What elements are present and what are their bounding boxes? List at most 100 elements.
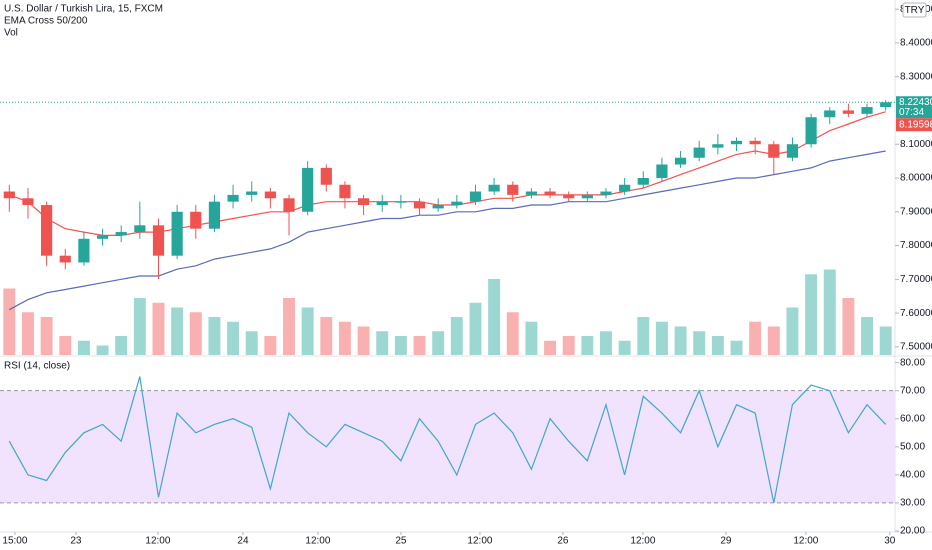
volume-bar — [432, 331, 445, 355]
candle-body — [432, 205, 444, 209]
y-tick-label: 7.80000 — [900, 240, 932, 251]
candle-body — [507, 184, 519, 195]
candle-body — [730, 140, 743, 145]
candle-body — [134, 225, 146, 233]
volume-bar — [730, 340, 743, 355]
candle-body — [786, 144, 799, 158]
volume-bar — [301, 307, 314, 355]
volume-bar — [320, 317, 333, 355]
candle-body — [413, 201, 426, 209]
currency-box — [902, 2, 927, 18]
candle-body — [3, 191, 15, 199]
candle-body — [805, 117, 817, 145]
volume-bar — [3, 288, 16, 355]
x-tick-label: 30 — [884, 536, 896, 547]
x-tick-label: 25 — [395, 536, 407, 547]
y-tick-label: 7.90000 — [900, 206, 932, 217]
candle-body — [41, 205, 53, 256]
volume-bar — [786, 307, 799, 355]
candle-body — [488, 184, 500, 192]
volume-bar — [637, 317, 650, 355]
y-tick-label: 40.00 — [900, 470, 925, 481]
candle-body — [525, 191, 537, 195]
candle-body — [600, 191, 612, 195]
candle-body — [637, 178, 649, 185]
volume-bar — [40, 317, 53, 355]
y-tick-label: 70.00 — [900, 385, 925, 396]
x-tick-label: 29 — [720, 536, 732, 547]
rsi-title: RSI (14, close) — [4, 361, 70, 372]
candle-body — [712, 144, 724, 148]
y-tick-label: 8.10000 — [900, 139, 932, 150]
x-tick-label: 24 — [237, 536, 249, 547]
y-tick-label: 8.00000 — [900, 173, 932, 184]
candle-body — [768, 144, 780, 158]
x-tick-label: 12:00 — [467, 536, 492, 547]
x-tick-label: 12:00 — [305, 536, 330, 547]
y-tick-label: 7.50000 — [900, 342, 932, 353]
volume-bar — [488, 279, 501, 355]
candle-body — [115, 232, 127, 236]
candle-body — [246, 191, 258, 195]
indicator-name: EMA Cross 50/200 — [4, 16, 88, 27]
volume-bar — [562, 336, 575, 355]
chart-title: U.S. Dollar / Turkish Lira, 15, FXCM — [4, 4, 163, 15]
last-price-label: 8.22430 — [899, 97, 932, 108]
volume-bar — [655, 321, 668, 355]
volume-bar — [22, 312, 34, 355]
indicator-name: Vol — [4, 28, 18, 39]
volume-bar — [581, 336, 594, 355]
x-tick-label: 12:00 — [630, 536, 655, 547]
volume-bar — [283, 298, 295, 355]
y-tick-label: 8.40000 — [900, 38, 932, 49]
volume-bar — [208, 317, 221, 355]
candle-body — [171, 211, 183, 256]
volume-bar — [227, 321, 240, 355]
volume-bar — [171, 307, 184, 355]
y-tick-label: 7.70000 — [900, 274, 932, 285]
candle-body — [358, 198, 370, 206]
ema-line — [9, 150, 886, 311]
rsi-band — [0, 390, 895, 503]
x-tick-label: 12:00 — [145, 536, 170, 547]
volume-bar — [376, 331, 389, 355]
candle-body — [78, 238, 90, 263]
candle-body — [880, 102, 892, 108]
volume-bar — [264, 336, 277, 355]
volume-bar — [245, 331, 258, 355]
candle-body — [59, 255, 71, 263]
volume-bar — [861, 317, 873, 355]
y-tick-label: 80.00 — [900, 357, 925, 368]
candle-body — [302, 167, 314, 212]
candle-body — [749, 140, 761, 145]
candle-body — [451, 201, 463, 206]
volume-bar — [59, 336, 72, 355]
volume-bar — [749, 321, 762, 355]
volume-bar — [77, 340, 90, 355]
x-tick-label: 26 — [557, 536, 569, 547]
candle-body — [152, 225, 165, 256]
candle-body — [619, 184, 631, 192]
volume-bar — [338, 321, 351, 355]
volume-bar — [600, 331, 612, 355]
ema-value-box — [896, 118, 932, 132]
candle-body — [283, 198, 295, 212]
volume-bar — [357, 326, 370, 355]
volume-bar — [469, 302, 482, 355]
volume-bar — [618, 340, 631, 355]
currency-label: TRY — [905, 5, 925, 16]
volume-bar — [525, 321, 538, 355]
candle-body — [469, 191, 482, 202]
volume-bar — [879, 326, 892, 355]
volume-bar — [544, 340, 557, 355]
candle-body — [656, 164, 668, 179]
volume-bar — [133, 298, 146, 355]
volume-bar — [711, 336, 724, 355]
volume-bar — [394, 336, 407, 355]
x-tick-label: 12:00 — [793, 536, 818, 547]
volume-bar — [842, 298, 855, 355]
volume-bar — [693, 331, 706, 355]
candle-body — [339, 184, 351, 199]
y-tick-label: 50.00 — [900, 441, 925, 452]
